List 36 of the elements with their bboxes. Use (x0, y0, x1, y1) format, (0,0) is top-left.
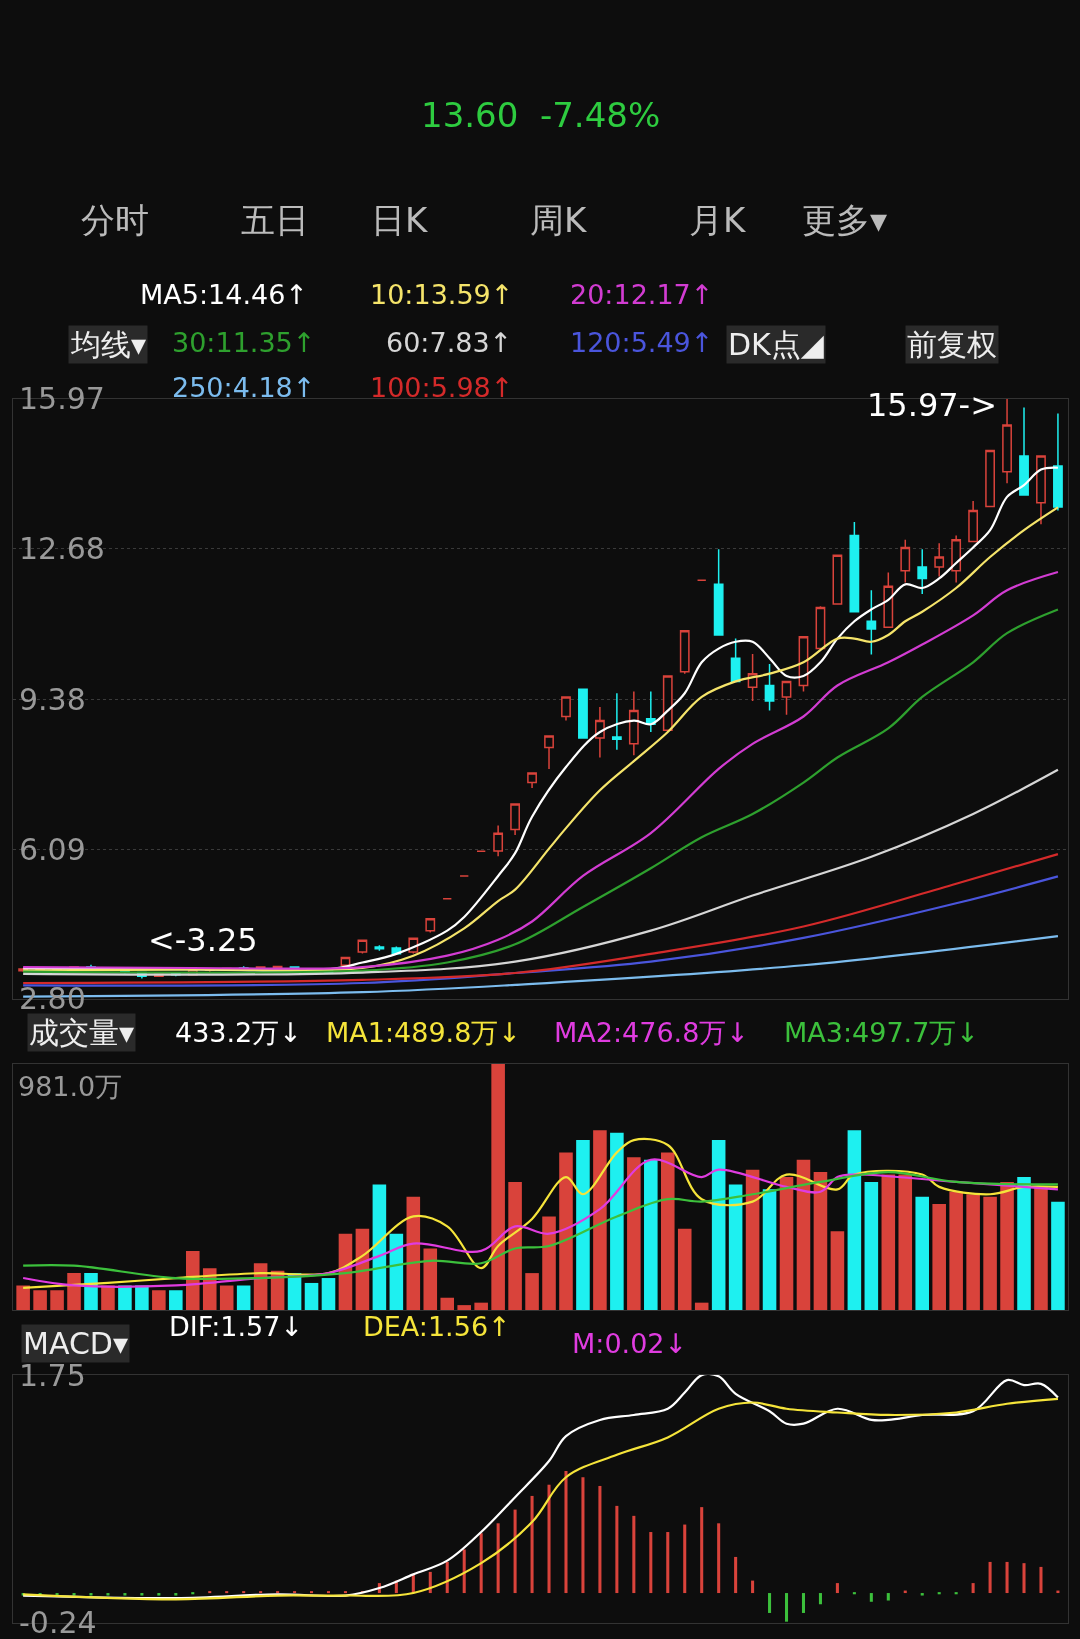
text: 周K (530, 200, 588, 240)
text: MACD▾ (23, 1326, 128, 1361)
text: 分时 (81, 200, 149, 240)
text: 月K (689, 200, 747, 240)
annotation: 15.97-> (867, 386, 997, 424)
text: 五日 (241, 200, 309, 240)
y-tick-label: 12.68 (19, 531, 105, 566)
text: 20:12.17↑ (570, 279, 714, 310)
text: 100:5.98↑ (370, 372, 514, 403)
text: 13.60 -7.48% (421, 95, 661, 135)
text: MA3:497.7万↓ (784, 1017, 979, 1048)
text: DEA:1.56↑ (363, 1311, 511, 1342)
y-tick-label: 1.75 (19, 1358, 86, 1393)
annotation: <-3.25 (148, 921, 258, 959)
text: 前复权 (907, 327, 997, 362)
text: DK点◢ (728, 327, 824, 362)
text: MA2:476.8万↓ (554, 1017, 749, 1048)
text: 更多▾ (802, 200, 888, 240)
text: 250:4.18↑ (172, 372, 316, 403)
text: 成交量▾ (29, 1015, 135, 1050)
y-tick-label: 15.97 (19, 381, 105, 416)
text: DIF:1.57↓ (169, 1311, 304, 1342)
text: 日K (371, 200, 429, 240)
text: MA5:14.46↑ (140, 279, 308, 310)
text: 均线▾ (70, 327, 147, 362)
y-tick-label: -0.24 (19, 1605, 97, 1639)
y-tick-label: 9.38 (19, 682, 86, 717)
text: 60:7.83↑ (386, 327, 513, 358)
text: MA1:489.8万↓ (326, 1017, 521, 1048)
text: 433.2万↓ (175, 1017, 302, 1048)
text: M:0.02↓ (572, 1328, 688, 1359)
annotation: 981.0万 (18, 1071, 123, 1102)
y-tick-label: 6.09 (19, 832, 86, 867)
text: 10:13.59↑ (370, 279, 514, 310)
text: 120:5.49↑ (570, 327, 714, 358)
text: 30:11.35↑ (172, 327, 316, 358)
